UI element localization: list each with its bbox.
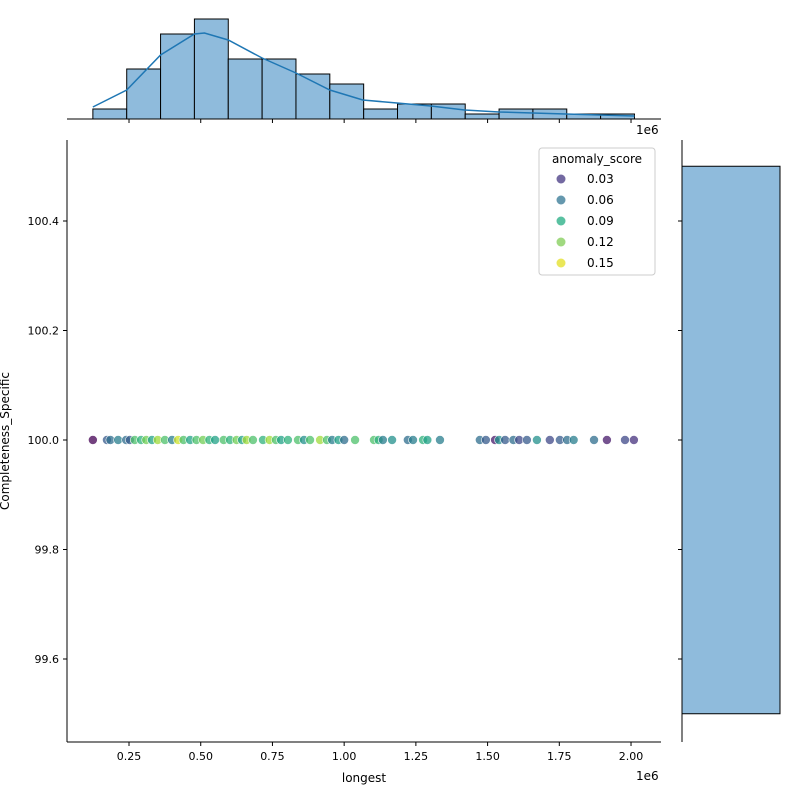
scatter-point — [589, 435, 599, 445]
legend-box — [538, 147, 656, 276]
scatter-point — [568, 435, 579, 445]
scatter-point — [545, 435, 555, 445]
scatter-point — [88, 435, 98, 445]
histogram-bar — [261, 58, 297, 120]
scatter-point — [629, 435, 639, 445]
y-tick-label: 100.2 — [28, 325, 60, 338]
legend: anomaly_score 0.03 0.06 0.09 0.12 0.15 — [538, 147, 656, 276]
legend-label: 0.06 — [587, 193, 614, 207]
legend-label: 0.09 — [587, 214, 614, 228]
scatter-point — [408, 435, 418, 445]
kde-curve — [92, 32, 635, 117]
x-axis-label: longest — [342, 771, 387, 785]
y-axis-label: Completeness_Specific — [0, 372, 12, 510]
histogram-bar — [227, 58, 263, 120]
scatter-point — [522, 435, 532, 445]
scatter-point — [620, 435, 630, 445]
y-tick-label: 100.4 — [28, 215, 60, 228]
legend-title: anomaly_score — [552, 152, 642, 166]
legend-label: 0.03 — [587, 172, 614, 186]
scatter-point — [350, 435, 360, 445]
y-histogram-bar — [681, 165, 781, 715]
scatter-point — [283, 435, 293, 445]
main-axes: 0.25 0.50 0.75 1.00 1.25 1.50 1.75 2.00 99.6 99.8… — [28, 140, 661, 763]
legend-marker — [556, 195, 566, 205]
histogram-bar — [160, 33, 195, 120]
top-marginal-axes — [67, 18, 661, 123]
histogram-bar — [126, 68, 162, 120]
histogram-bar — [329, 83, 365, 120]
legend-marker — [556, 258, 566, 268]
scatter-point — [113, 435, 123, 445]
y-tick-label: 99.8 — [35, 544, 60, 557]
x-tick-label: 1.75 — [547, 750, 572, 763]
scatter-point — [481, 435, 491, 445]
histogram-bar — [363, 108, 399, 120]
legend-label: 0.15 — [587, 256, 614, 270]
scatter-point — [500, 435, 510, 445]
scatter-point — [248, 435, 258, 445]
scatter-point — [422, 435, 433, 445]
histogram-bar — [92, 108, 128, 120]
histogram-bar — [464, 113, 500, 120]
x-tick-label: 1.50 — [475, 750, 500, 763]
x-tick-label: 2.00 — [619, 750, 644, 763]
scatter-point — [210, 435, 220, 445]
scatter-point — [305, 435, 315, 445]
y-tick-label: 100.0 — [28, 434, 60, 447]
x-tick-label: 0.25 — [117, 750, 142, 763]
x-offset-label: 1e6 — [636, 769, 659, 783]
histogram-bar — [498, 108, 534, 120]
scatter-point — [378, 435, 388, 445]
y-tick-label: 99.6 — [35, 653, 60, 666]
histogram-bar — [600, 113, 635, 120]
x-tick-label: 0.50 — [188, 750, 213, 763]
scatter-point — [339, 435, 349, 445]
right-marginal-axes — [678, 140, 781, 742]
scatter-point — [435, 435, 445, 445]
legend-marker — [556, 174, 566, 184]
top-x-offset-label: 1e6 — [636, 123, 659, 137]
legend-marker — [556, 237, 566, 247]
x-tick-label: 1.00 — [332, 750, 357, 763]
scatter-point — [532, 435, 542, 445]
scatter-point — [602, 435, 612, 445]
x-tick-label: 0.75 — [260, 750, 285, 763]
x-tick-label: 1.25 — [404, 750, 429, 763]
scatter-point — [387, 435, 397, 445]
legend-label: 0.12 — [587, 235, 614, 249]
legend-marker — [556, 216, 566, 226]
